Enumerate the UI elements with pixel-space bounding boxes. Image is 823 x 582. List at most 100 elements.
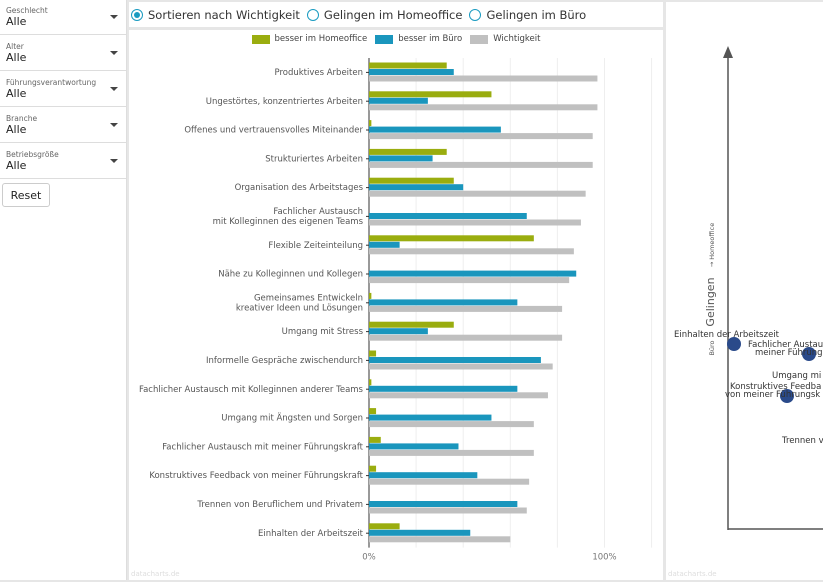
category-label: Gemeinsames Entwickeln kreativer Ideen un… [236,293,363,313]
chevron-down-icon [110,87,118,91]
category-label-line: Einhalten der Arbeitszeit [258,529,364,539]
category-label: Ungestörtes, konzentriertes Arbeiten [206,97,363,107]
scatter-point [802,347,816,361]
category-label-line: Ungestörtes, konzentriertes Arbeiten [206,97,363,107]
filter-value: Alle [6,159,27,172]
legend-item-buero[interactable]: besser im Büro [375,34,462,44]
y-axis-label: Gelingen [704,277,717,326]
chart-legend: besser im Homeoffice besser im Büro Wich… [129,34,663,44]
bar-buero [369,385,518,392]
bar-buero [369,472,478,479]
radio-label: Sortieren nach Wichtigkeit [148,7,300,22]
category-label-line: Strukturiertes Arbeiten [265,154,363,164]
category-label: Offenes und vertrauensvolles Miteinander [184,126,363,136]
bar-buero [369,155,433,162]
scatter-point-label: Umgang mi [772,371,821,381]
category-label: Nähe zu Kolleginnen und Kollegen [218,270,363,280]
bar-homeoffice [369,292,372,299]
category-label: Trennen von Beruflichem und Privatem [196,500,363,510]
filter-fuehrungsverantwortung[interactable]: Führungsverantwortung Alle [0,72,126,107]
category-label-line: Fachlicher Austausch mit meiner Führungs… [162,442,363,452]
category-label-line: Umgang mit Ängsten und Sorgen [221,413,363,424]
bar-wichtigkeit [369,334,563,341]
filter-label: Alter [6,42,24,51]
category-label-line: Konstruktives Feedback von meiner Führun… [149,471,363,481]
sort-by-importance-radio[interactable]: Sortieren nach Wichtigkeit [131,8,300,22]
category-label-line: Produktives Arbeiten [274,68,363,78]
filter-label: Geschlecht [6,6,48,15]
bar-wichtigkeit [369,75,598,82]
chevron-down-icon [110,51,118,55]
category-label: Umgang mit Ängsten und Sorgen [221,413,363,424]
filter-label: Führungsverantwortung [6,78,97,87]
bar-buero [369,69,454,75]
x-tick-label: 100% [592,553,616,563]
sort-by-office-radio[interactable]: Gelingen im Büro [469,8,586,22]
bar-homeoffice [369,235,534,242]
bar-homeoffice [369,148,447,155]
category-label-line: mit Kolleginnen des eigenen Teams [213,217,364,227]
bar-homeoffice [369,321,454,328]
scatter-point-label: Trennen v [781,436,823,446]
scatter-point-label: Konstruktives Feedba [730,382,821,392]
bar-wichtigkeit [369,449,534,456]
bar-wichtigkeit [369,392,548,399]
y-axis-label-down: Büro [708,340,716,355]
filter-value: Alle [6,87,27,100]
radio-selected-dot [134,11,140,18]
chevron-down-icon [110,159,118,163]
sort-radio-group: Sortieren nach Wichtigkeit Gelingen im H… [129,2,663,27]
category-label-line: Flexible Zeiteinteilung [268,241,363,251]
bar-buero [369,126,501,133]
bar-buero [369,357,541,363]
filter-branche[interactable]: Branche Alle [0,108,126,143]
watermark: datacharts.de [668,570,717,578]
radio-label: Gelingen im Büro [486,7,587,22]
legend-item-wichtigkeit[interactable]: Wichtigkeit [470,34,540,44]
filter-label: Branche [6,114,38,123]
category-label: Organisation des Arbeitstages [235,183,364,193]
reset-button[interactable]: Reset [2,183,50,207]
bar-wichtigkeit [369,277,570,284]
category-label-line: Fachlicher Austausch [273,207,363,217]
legend-label: besser im Büro [398,34,463,44]
legend-item-homeoffice[interactable]: besser im Homeoffice [251,34,368,44]
bar-wichtigkeit [369,190,586,197]
filter-geschlecht[interactable]: Geschlecht Alle [0,0,126,35]
bar-buero [369,241,400,248]
bar-homeoffice [369,62,447,69]
sort-by-homeoffice-radio[interactable]: Gelingen im Homeoffice [306,8,462,22]
bar-wichtigkeit [369,248,574,255]
scatter-point-label: Fachlicher Austau [748,340,823,350]
bar-wichtigkeit [369,507,527,514]
legend-swatch [375,34,394,44]
filter-alter[interactable]: Alter Alle [0,36,126,71]
category-label: Fachlicher Austausch mit meiner Führungs… [162,442,363,452]
category-label: Einhalten der Arbeitszeit [258,529,364,539]
bar-wichtigkeit [369,161,593,168]
bar-homeoffice [369,350,377,357]
category-label: Produktives Arbeiten [274,68,363,78]
category-label-line: kreativer Ideen und Lösungen [236,303,363,313]
bar-homeoffice [369,379,372,386]
bar-wichtigkeit [369,478,530,485]
filter-betriebsgroesse[interactable]: Betriebsgröße Alle [0,144,126,179]
scatter-point-label: von meiner Führungsk [725,390,820,400]
bar-wichtigkeit [369,219,581,226]
legend-label: Wichtigkeit [493,34,541,44]
scatter-point-label: Einhalten der Arbeitszeit [674,330,780,340]
bar-wichtigkeit [369,363,553,370]
category-label: Konstruktives Feedback von meiner Führun… [149,471,363,481]
bar-buero [369,501,518,507]
chevron-down-icon [110,123,118,127]
bar-wichtigkeit [369,305,563,312]
bar-homeoffice [369,408,377,415]
legend-label: besser im Homeoffice [274,34,368,44]
radio-icon [469,8,482,21]
category-label: Strukturiertes Arbeiten [265,154,363,164]
legend-swatch [470,34,489,44]
bar-buero [369,299,518,306]
chevron-down-icon [110,15,118,19]
y-axis-label-up: → Homeoffice [708,223,716,268]
bar-chart: Produktives Arbeiten Ungestörtes, konzent… [139,58,653,563]
